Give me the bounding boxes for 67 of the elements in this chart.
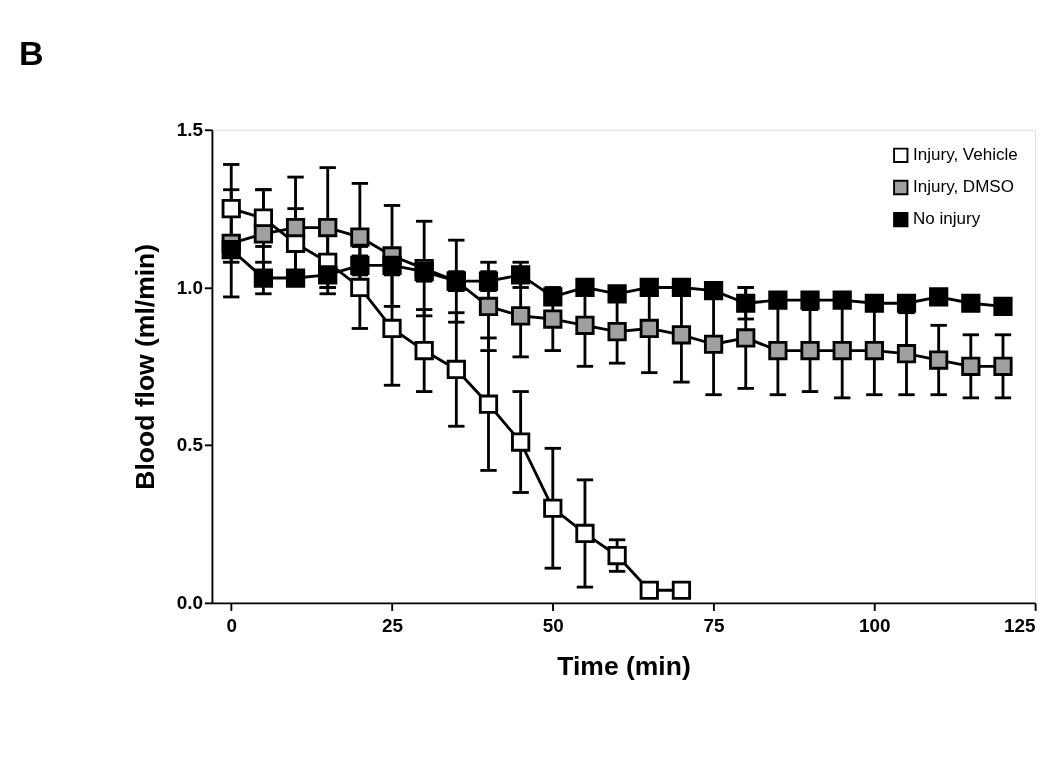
x-tick-label: 100 — [859, 614, 891, 636]
point — [511, 432, 531, 452]
point — [350, 277, 370, 298]
point — [768, 340, 788, 361]
point — [832, 340, 852, 361]
x-tick-label: 75 — [703, 614, 725, 636]
point — [736, 293, 756, 313]
point — [896, 344, 917, 364]
point — [993, 296, 1013, 317]
point — [929, 287, 949, 307]
point — [253, 268, 274, 288]
point — [318, 217, 338, 238]
y-axis-title: Blood flow (ml/min) — [129, 243, 160, 490]
x-tick-label: 25 — [381, 614, 404, 636]
point — [511, 265, 531, 285]
point — [478, 394, 499, 414]
x-tick-label: 50 — [542, 614, 564, 636]
point — [800, 290, 820, 310]
point — [800, 340, 820, 361]
point — [446, 359, 466, 380]
point — [575, 523, 595, 544]
point — [253, 224, 274, 244]
point — [671, 325, 692, 345]
point — [285, 217, 306, 238]
point — [736, 328, 756, 348]
point — [478, 296, 499, 317]
point — [639, 318, 659, 339]
point — [639, 277, 659, 298]
legend-label: No injury — [913, 209, 981, 229]
point — [607, 545, 627, 566]
point — [864, 340, 884, 361]
legend-label: Injury, DMSO — [913, 177, 1014, 197]
point — [703, 281, 724, 301]
point — [832, 290, 852, 310]
point — [511, 306, 531, 326]
point — [864, 293, 884, 313]
point — [671, 277, 692, 298]
chart-title: B — [19, 34, 44, 73]
legend-label: Injury, Vehicle — [913, 145, 1018, 165]
point — [382, 255, 402, 276]
y-tick-label: 1.5 — [176, 118, 203, 140]
point — [671, 580, 692, 600]
point — [543, 309, 563, 329]
point — [575, 277, 595, 298]
point — [221, 240, 241, 260]
x-axis-title: Time (min) — [557, 651, 691, 682]
x-tick-label: 125 — [1004, 614, 1036, 636]
point — [350, 227, 370, 247]
point — [543, 498, 563, 518]
point — [543, 287, 563, 307]
point — [414, 340, 434, 361]
point — [639, 580, 659, 600]
point — [896, 293, 917, 313]
point — [961, 356, 981, 376]
point — [285, 268, 306, 288]
point — [929, 350, 949, 370]
point — [703, 334, 724, 354]
y-tick-label: 0.5 — [176, 434, 203, 456]
point — [575, 315, 595, 335]
point — [993, 356, 1013, 376]
y-tick-label: 0.0 — [176, 592, 203, 614]
x-tick-label: 0 — [226, 614, 237, 636]
point — [382, 318, 402, 339]
y-tick-label: 1.0 — [176, 276, 203, 298]
point — [961, 293, 981, 313]
point — [607, 322, 627, 342]
point — [221, 199, 241, 219]
